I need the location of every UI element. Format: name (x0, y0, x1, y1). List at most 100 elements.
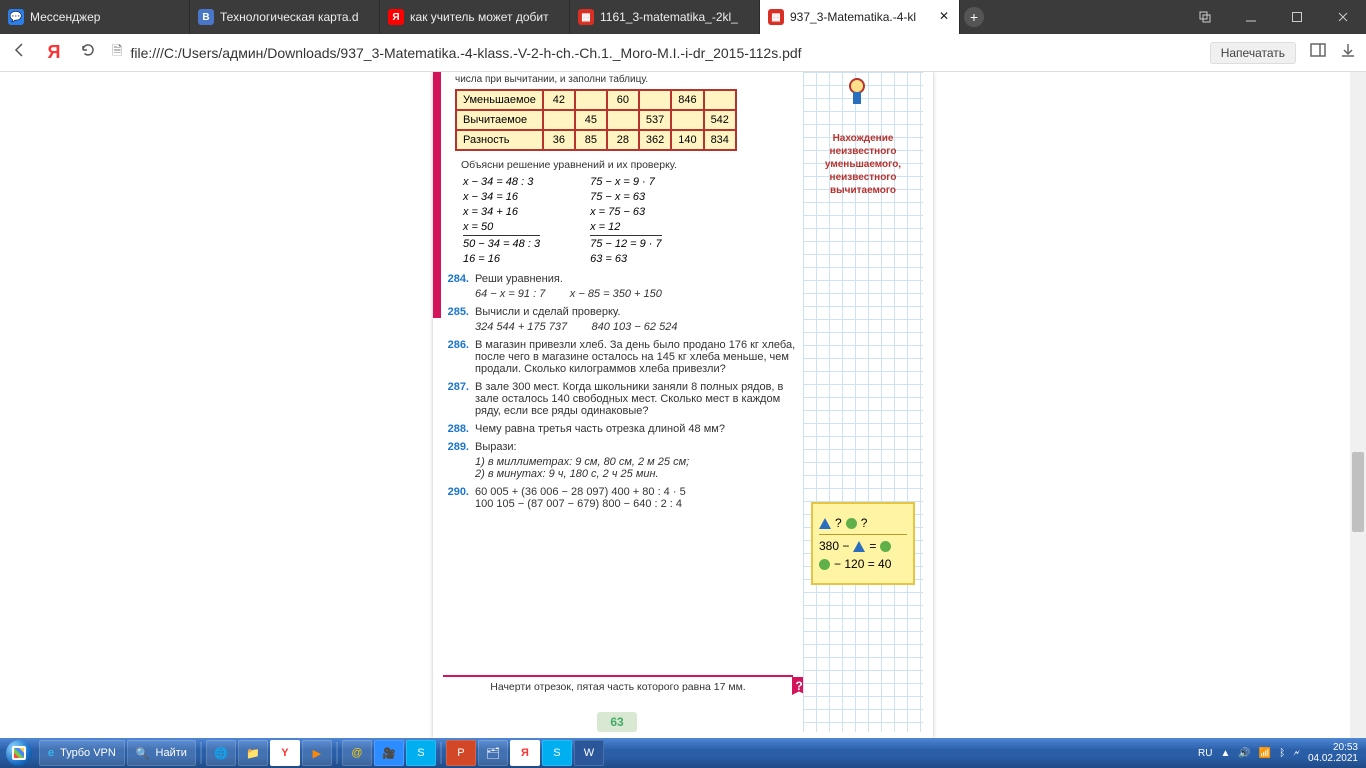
task-body: В зале 300 мест. Когда школьники заняли … (475, 381, 798, 417)
mascot-icon (843, 78, 873, 108)
task-number: 289. (443, 441, 475, 480)
yandex-home[interactable]: Я (44, 42, 64, 63)
task-number: 287. (443, 381, 475, 417)
intro-text: числа при вычитании, и заполни таблицу. (443, 72, 798, 85)
table-cell (575, 90, 607, 110)
task-item: 288.Чему равна третья часть отрезка длин… (443, 423, 798, 435)
grid-sidebar: Нахождение неизвестного уменьшаемого, не… (803, 72, 923, 732)
task-number: 284. (443, 273, 475, 300)
tab-label: как учитель может добит (410, 10, 561, 24)
tray-wifi-icon: 📶 (1259, 748, 1271, 759)
table-cell (607, 110, 639, 130)
taskbar-ya[interactable]: Я (510, 740, 540, 766)
table-cell: 45 (575, 110, 607, 130)
sidebar-title: Нахождение неизвестного уменьшаемого, не… (811, 132, 915, 197)
taskbar-ppt[interactable]: P (446, 740, 476, 766)
table-cell: 28 (607, 130, 639, 150)
task-item: 289.Вырази:1) в миллиметрах: 9 см, 80 см… (443, 441, 798, 480)
table-cell: 60 (607, 90, 639, 110)
address-bar: Я 🗎 file:///C:/Users/админ/Downloads/937… (0, 34, 1366, 72)
circle-icon (880, 541, 891, 552)
print-button[interactable]: Напечатать (1210, 42, 1296, 64)
table-cell (639, 90, 671, 110)
taskbar-chrome[interactable]: 🌐 (206, 740, 236, 766)
tab-favicon: ▦ (578, 9, 594, 25)
start-button[interactable] (0, 738, 38, 768)
table-cell: 140 (671, 130, 703, 150)
tray-clock[interactable]: 20:53 04.02.2021 (1308, 742, 1358, 764)
tray-bt-icon: ᛒ (1279, 748, 1285, 759)
nav-back[interactable] (10, 42, 30, 63)
taskbar-skype[interactable]: S (406, 740, 436, 766)
task-number: 286. (443, 339, 475, 375)
pdf-page: числа при вычитании, и заполни таблицу. … (433, 72, 933, 738)
sticky-note: ? ? 380 − = − 120 = 40 (811, 502, 915, 585)
taskbar-search[interactable]: 🔍Найти (127, 740, 196, 766)
table-cell (543, 110, 575, 130)
new-tab-button[interactable]: + (960, 0, 988, 34)
table-header-cell: Вычитаемое (456, 110, 543, 130)
sidebar-icon[interactable] (1310, 42, 1326, 63)
download-icon[interactable] (1340, 42, 1356, 63)
table-cell: 85 (575, 130, 607, 150)
browser-tabstrip: 💬МессенджерBТехнологическая карта.dЯкак … (0, 0, 1366, 34)
table-cell: 362 (639, 130, 671, 150)
browser-tab[interactable]: 💬Мессенджер (0, 0, 190, 34)
task-item: 286.В магазин привезли хлеб. За день был… (443, 339, 798, 375)
task-body: Реши уравнения.64 − x = 91 : 7 x − 85 = … (475, 273, 798, 300)
subtraction-table: Уменьшаемое4260846Вычитаемое45537542Разн… (455, 89, 737, 151)
equations-block: x − 34 = 48 : 3x − 34 = 16x = 34 + 16x =… (463, 175, 798, 267)
task-item: 285.Вычисли и сделай проверку.324 544 + … (443, 306, 798, 333)
windows-taskbar: eТурбо VPN 🔍Найти 🌐 📁 Y ▶ @ 🎥 S P 🗂 Я S … (0, 738, 1366, 768)
page-number: 63 (597, 712, 637, 732)
browser-tab[interactable]: ▦937_3-Matematika.-4-kl✕ (760, 0, 960, 34)
task-body: В магазин привезли хлеб. За день было пр… (475, 339, 798, 375)
tray-battery-icon: 🗲 (1293, 748, 1300, 759)
taskbar-yandex[interactable]: Y (270, 740, 300, 766)
tab-favicon: Я (388, 9, 404, 25)
task-number: 288. (443, 423, 475, 435)
taskbar-explorer[interactable]: 📁 (238, 740, 268, 766)
table-cell (704, 90, 736, 110)
taskbar-mail[interactable]: @ (342, 740, 372, 766)
table-cell (671, 110, 703, 130)
scrollbar-thumb[interactable] (1352, 452, 1364, 532)
task-body: 60 005 + (36 006 − 28 097) 400 + 80 : 4 … (475, 486, 798, 510)
nav-reload[interactable] (78, 42, 98, 63)
taskbar-skype2[interactable]: S (542, 740, 572, 766)
scrollbar-track[interactable] (1350, 72, 1366, 738)
task-body: Вычисли и сделай проверку.324 544 + 175 … (475, 306, 798, 333)
tab-label: 1161_3-matematika_-2kl_ (600, 10, 751, 24)
triangle-icon (853, 541, 865, 552)
browser-tab[interactable]: Якак учитель может добит (380, 0, 570, 34)
taskbar-vpn[interactable]: eТурбо VPN (39, 740, 125, 766)
browser-tab[interactable]: BТехнологическая карта.d (190, 0, 380, 34)
task-item: 290.60 005 + (36 006 − 28 097) 400 + 80 … (443, 486, 798, 510)
system-tray[interactable]: RU ▲ 🔊 📶 ᛒ 🗲 20:53 04.02.2021 (1190, 742, 1366, 764)
tray-network-icon: 🔊 (1238, 748, 1250, 759)
taskbar-zoom[interactable]: 🎥 (374, 740, 404, 766)
tab-label: 937_3-Matematika.-4-kl (790, 10, 931, 24)
window-maximize[interactable] (1274, 0, 1320, 34)
tab-close-icon[interactable]: ✕ (937, 10, 951, 24)
taskbar-folder[interactable]: 🗂 (478, 740, 508, 766)
table-cell: 36 (543, 130, 575, 150)
tray-lang[interactable]: RU (1198, 748, 1212, 759)
taskbar-word[interactable]: W (574, 740, 604, 766)
circle-icon (819, 559, 830, 570)
url-display[interactable]: 🗎 file:///C:/Users/админ/Downloads/937_3… (112, 42, 1196, 64)
task-body: Вырази:1) в миллиметрах: 9 см, 80 см, 2 … (475, 441, 798, 480)
tab-label: Технологическая карта.d (220, 10, 371, 24)
window-minimize[interactable] (1228, 0, 1274, 34)
table-cell: 42 (543, 90, 575, 110)
triangle-icon (819, 518, 831, 529)
tray-flag-icon: ▲ (1220, 748, 1230, 759)
window-close[interactable] (1320, 0, 1366, 34)
task-item: 284.Реши уравнения.64 − x = 91 : 7 x − 8… (443, 273, 798, 300)
table-header-cell: Разность (456, 130, 543, 150)
taskbar-media[interactable]: ▶ (302, 740, 332, 766)
task-body: Чему равна третья часть отрезка длиной 4… (475, 423, 798, 435)
browser-tab[interactable]: ▦ 1161_3-matematika_-2kl_ (570, 0, 760, 34)
table-cell: 834 (704, 130, 736, 150)
overlay-icon[interactable] (1182, 0, 1228, 34)
